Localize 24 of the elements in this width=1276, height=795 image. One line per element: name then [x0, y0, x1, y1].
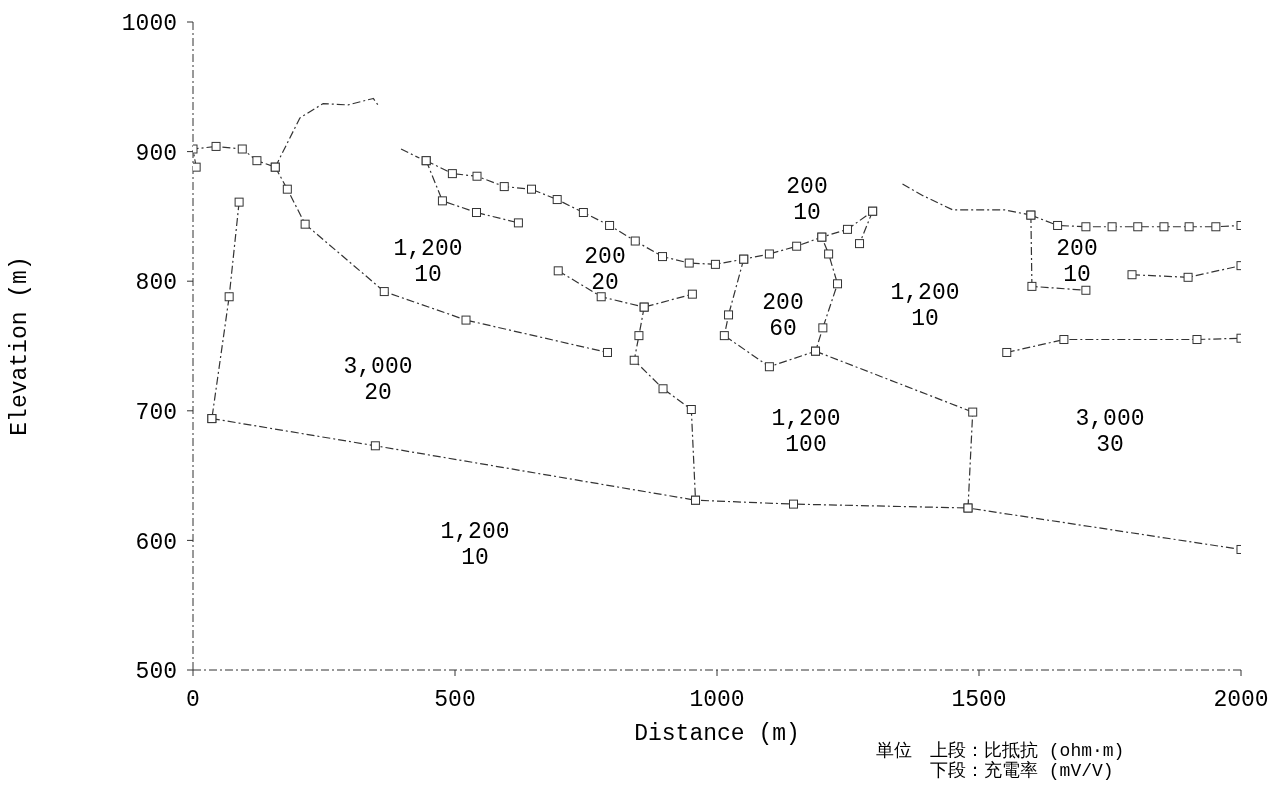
- y-tick-label: 1000: [121, 11, 177, 38]
- x-tick-label: 500: [434, 687, 476, 714]
- x-tick-label: 2000: [1213, 687, 1269, 714]
- annotation: 200 10: [1055, 236, 1099, 288]
- y-tick-label: 800: [135, 270, 177, 297]
- annotation: 200 10: [785, 174, 829, 226]
- y-axis-title: Elevation (m): [7, 256, 34, 436]
- annotation: 1,200 100: [770, 406, 842, 458]
- x-tick-label: 0: [186, 687, 200, 714]
- x-axis-title: Distance (m): [634, 721, 800, 747]
- annotation: 200 20: [583, 244, 627, 296]
- annotation: 3,000 30: [1074, 406, 1146, 458]
- annotation: 200 60: [761, 290, 805, 342]
- annotation: 1,200 10: [889, 280, 961, 332]
- y-tick-label: 600: [135, 529, 177, 556]
- y-tick-label: 900: [135, 140, 177, 167]
- annotation: 1,200 10: [392, 236, 464, 288]
- y-tick-label: 500: [135, 659, 177, 686]
- annotation: 3,000 20: [342, 354, 414, 406]
- x-tick-label: 1000: [689, 687, 745, 714]
- annotation: 1,200 10: [439, 519, 511, 571]
- y-tick-label: 700: [135, 399, 177, 426]
- text: 単位 上段：比抵抗 (ohm·m) 下段：充電率 (mV/V): [876, 741, 1125, 781]
- x-tick-label: 1500: [951, 687, 1007, 714]
